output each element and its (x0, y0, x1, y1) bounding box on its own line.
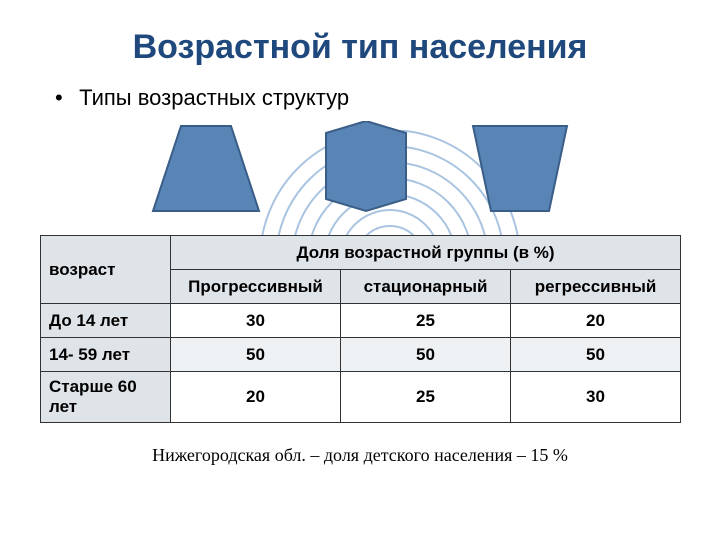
cell-value: 30 (171, 304, 341, 338)
age-structure-table: возраст Доля возрастной группы (в %) Про… (40, 235, 680, 423)
subtitle-text: Типы возрастных структур (79, 85, 349, 110)
table-header-row-1: возраст Доля возрастной группы (в %) (41, 236, 681, 270)
cell-value: 25 (341, 304, 511, 338)
progressive-pyramid-icon (151, 121, 261, 216)
cell-value: 30 (511, 372, 681, 423)
col-stationary: стационарный (341, 270, 511, 304)
regressive-inverted-icon (471, 121, 569, 216)
slide-title: Возрастной тип населения (0, 0, 720, 85)
row-label: Старше 60 лет (41, 372, 171, 423)
bullet-icon: • (55, 85, 73, 111)
table-row: До 14 лет 30 25 20 (41, 304, 681, 338)
table-row: Старше 60 лет 20 25 30 (41, 372, 681, 423)
cell-value: 25 (341, 372, 511, 423)
footnote: Нижегородская обл. – доля детского насел… (0, 445, 720, 466)
cell-value: 20 (511, 304, 681, 338)
age-header: возраст (41, 236, 171, 304)
row-label: До 14 лет (41, 304, 171, 338)
cell-value: 20 (171, 372, 341, 423)
subtitle-row: • Типы возрастных структур (0, 85, 720, 111)
shape-row (0, 121, 720, 221)
col-regressive: регрессивный (511, 270, 681, 304)
stationary-hexagon-icon (316, 121, 416, 213)
share-header: Доля возрастной группы (в %) (171, 236, 681, 270)
row-label: 14- 59 лет (41, 338, 171, 372)
cell-value: 50 (341, 338, 511, 372)
cell-value: 50 (171, 338, 341, 372)
table-row: 14- 59 лет 50 50 50 (41, 338, 681, 372)
col-progressive: Прогрессивный (171, 270, 341, 304)
cell-value: 50 (511, 338, 681, 372)
